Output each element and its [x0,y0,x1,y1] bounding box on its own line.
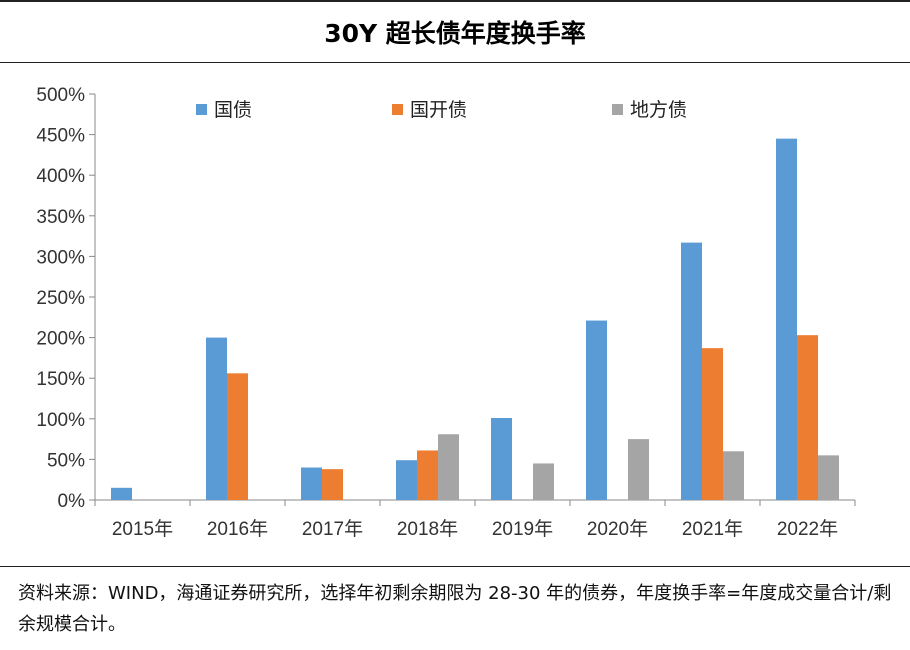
y-tick-label: 500% [36,85,85,106]
bar [417,450,438,500]
bar [818,455,839,500]
legend-label: 国开债 [410,99,467,121]
y-tick-label: 200% [36,329,85,350]
bar [111,487,132,500]
y-tick-label: 350% [36,207,85,228]
y-tick-label: 250% [36,288,85,309]
bar [776,138,797,500]
x-tick-label: 2015年 [112,518,173,540]
x-tick-label: 2018年 [397,518,458,540]
x-tick-label: 2019年 [492,518,553,540]
bar [681,242,702,500]
x-tick-label: 2021年 [682,518,743,540]
legend-swatch [612,104,623,115]
bar [586,320,607,500]
bar [322,469,343,500]
bar [227,373,248,500]
bar [206,337,227,500]
bar [491,417,512,500]
legend-swatch [392,104,403,115]
y-tick-label: 150% [36,369,85,390]
bar [396,460,417,500]
bar [628,439,649,500]
chart-title: 30Y 超长债年度换手率 [324,19,586,48]
y-tick-label: 100% [36,410,85,431]
x-tick-label: 2022年 [777,518,838,540]
bar [702,348,723,500]
source-note: 资料来源：WIND，海通证券研究所，选择年初剩余期限为 28-30 年的债券，年… [18,583,892,635]
bar [301,467,322,500]
y-tick-label: 450% [36,126,85,147]
bar [533,463,554,500]
bar-chart: 0% 50% 100% 150% 200% 250% 300% 350% 400% 450% 500… [36,85,856,540]
y-tick-label: 400% [36,166,85,187]
x-tick-label: 2017年 [302,518,363,540]
legend-swatch [196,104,207,115]
bar [723,451,744,500]
bar [797,335,818,500]
bar [438,434,459,500]
legend-label: 地方债 [630,99,687,121]
x-tick-label: 2016年 [207,518,268,540]
x-tick-label: 2020年 [587,518,648,540]
y-tick-label: 300% [36,247,85,268]
legend-label: 国债 [214,99,252,121]
title-rule [0,62,910,63]
y-tick-label: 0% [58,491,86,512]
top-rule [0,0,910,2]
bottom-rule [0,566,910,567]
y-tick-label: 50% [47,450,85,471]
